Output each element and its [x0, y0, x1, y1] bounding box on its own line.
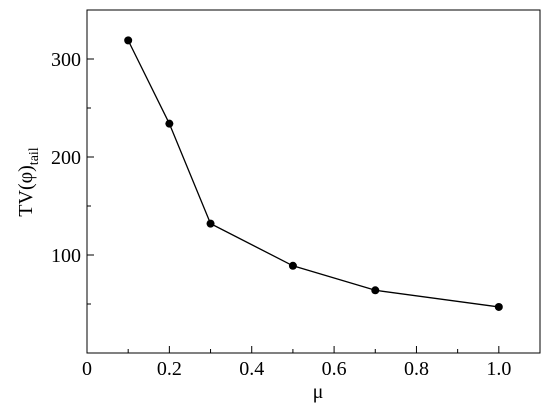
- y-tick-label: 100: [51, 245, 81, 267]
- y-axis-label: TV(φ)tail: [15, 147, 42, 217]
- point: [494, 302, 503, 311]
- point: [288, 261, 297, 270]
- point: [165, 119, 174, 128]
- point: [371, 286, 380, 295]
- point: [206, 219, 215, 228]
- y-axis-label-main: TV(φ): [15, 165, 37, 217]
- x-tick-label: 0: [82, 358, 92, 380]
- y-tick-label: 200: [51, 147, 81, 169]
- x-tick-label: 0.4: [239, 358, 264, 380]
- x-tick-label: 1.0: [486, 358, 511, 380]
- y-axis-label-subscript: tail: [27, 147, 42, 165]
- y-tick-label: 300: [51, 49, 81, 71]
- point: [124, 36, 133, 45]
- x-tick-label: 0.2: [157, 358, 182, 380]
- plot-frame: [86, 9, 541, 354]
- x-tick-label: 0.6: [322, 358, 347, 380]
- x-tick-label: 0.8: [404, 358, 429, 380]
- x-axis-label: μ: [313, 381, 324, 403]
- line: [127, 40, 499, 308]
